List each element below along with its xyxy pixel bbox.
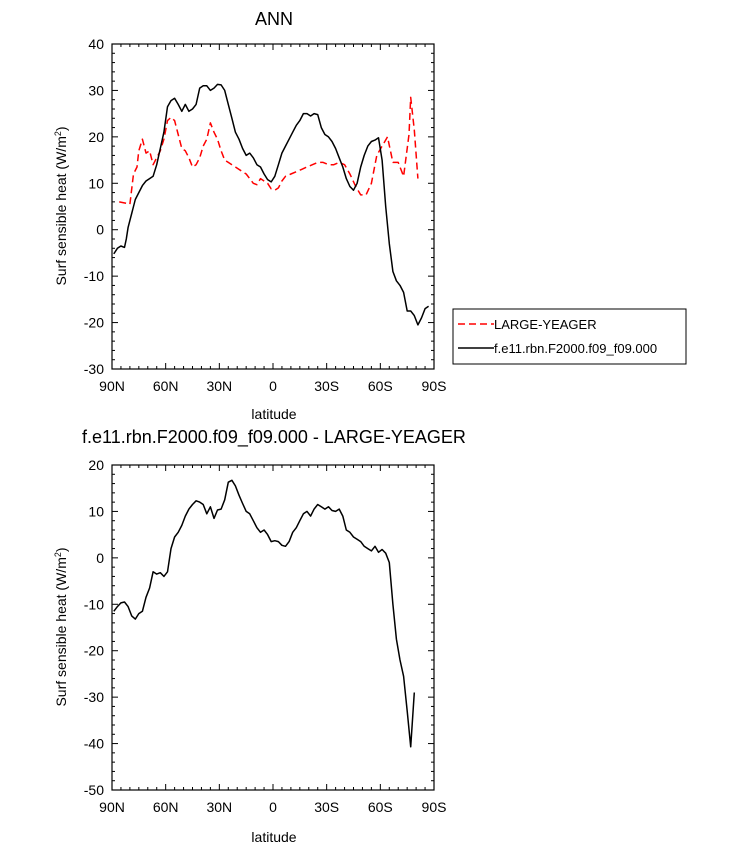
y-tick-label: -10 — [84, 268, 104, 284]
x-tick-labels: 90N 60N 30N 0 30S 60S 90S — [99, 378, 446, 394]
legend-label-large-yeager: LARGE-YEAGER — [494, 317, 597, 332]
series-group — [113, 479, 416, 748]
y-tick-label: 20 — [88, 457, 104, 473]
y-axis-label: Surf sensible heat (W/m2) — [53, 547, 69, 706]
y-axis-label-text: Surf sensible heat (W/m — [53, 557, 69, 706]
y-tick-label: -20 — [84, 643, 104, 659]
y-tick-label: -50 — [84, 782, 104, 798]
y-axis-label-superscript: 2 — [53, 552, 63, 557]
x-axis-label: latitude — [251, 829, 296, 845]
x-tick-label: 30S — [314, 378, 339, 394]
y-tick-label: 0 — [96, 550, 104, 566]
y-tick-label: 10 — [88, 503, 104, 519]
y-tick-label: -20 — [84, 315, 104, 331]
y-tick-label: -30 — [84, 361, 104, 377]
legend-label-f09: f.e11.rbn.F2000.f09_f09.000 — [494, 341, 657, 356]
y-axis-label-superscript: 2 — [53, 131, 63, 136]
x-tick-label: 60N — [153, 378, 179, 394]
x-tick-labels: 90N 60N 30N 0 30S 60S 90S — [99, 799, 446, 815]
chart-title: ANN — [255, 9, 293, 29]
x-tick-label: 30N — [206, 378, 232, 394]
x-tick-label: 0 — [269, 378, 277, 394]
x-tick-label: 30S — [314, 799, 339, 815]
x-tick-label: 90N — [99, 799, 125, 815]
x-tick-label: 90S — [422, 378, 447, 394]
y-tick-label: 0 — [96, 222, 104, 238]
chart-title: f.e11.rbn.F2000.f09_f09.000 - LARGE-YEAG… — [82, 427, 466, 448]
y-tick-label: 40 — [88, 36, 104, 52]
x-tick-label: 30N — [206, 799, 232, 815]
x-tick-label: 90S — [422, 799, 447, 815]
y-tick-label: 20 — [88, 129, 104, 145]
y-tick-label: -10 — [84, 596, 104, 612]
y-tick-labels: -30 -20 -10 0 10 20 30 40 — [84, 36, 104, 377]
chart-difference: f.e11.rbn.F2000.f09_f09.000 - LARGE-YEAG… — [53, 427, 466, 845]
y-axis-label: Surf sensible heat (W/m2) — [53, 126, 69, 285]
y-axis-label-close: ) — [53, 126, 69, 131]
plot-frame — [111, 464, 435, 791]
y-tick-label: -30 — [84, 689, 104, 705]
x-tick-label: 0 — [269, 799, 277, 815]
tick-marks — [111, 43, 435, 370]
tick-marks — [111, 464, 435, 791]
x-axis-label: latitude — [251, 406, 296, 422]
y-tick-label: 10 — [88, 175, 104, 191]
x-tick-label: 60S — [368, 378, 393, 394]
y-tick-label: 30 — [88, 82, 104, 98]
series-line-difference — [113, 479, 416, 748]
legend-box — [452, 308, 687, 365]
series-group — [113, 83, 430, 326]
legend: LARGE-YEAGER f.e11.rbn.F2000.f09_f09.000 — [452, 308, 687, 365]
series-line-large-yeager — [119, 96, 419, 205]
x-tick-label: 60N — [153, 799, 179, 815]
y-tick-labels: -50 -40 -30 -20 -10 0 10 20 — [84, 457, 104, 798]
x-tick-label: 60S — [368, 799, 393, 815]
y-axis-label-text: Surf sensible heat (W/m — [53, 136, 69, 285]
y-tick-label: -40 — [84, 736, 104, 752]
y-axis-label-close: ) — [53, 547, 69, 552]
x-tick-label: 90N — [99, 378, 125, 394]
series-line-f-e11-rbn-f2000-f09-f09-000 — [113, 83, 430, 326]
